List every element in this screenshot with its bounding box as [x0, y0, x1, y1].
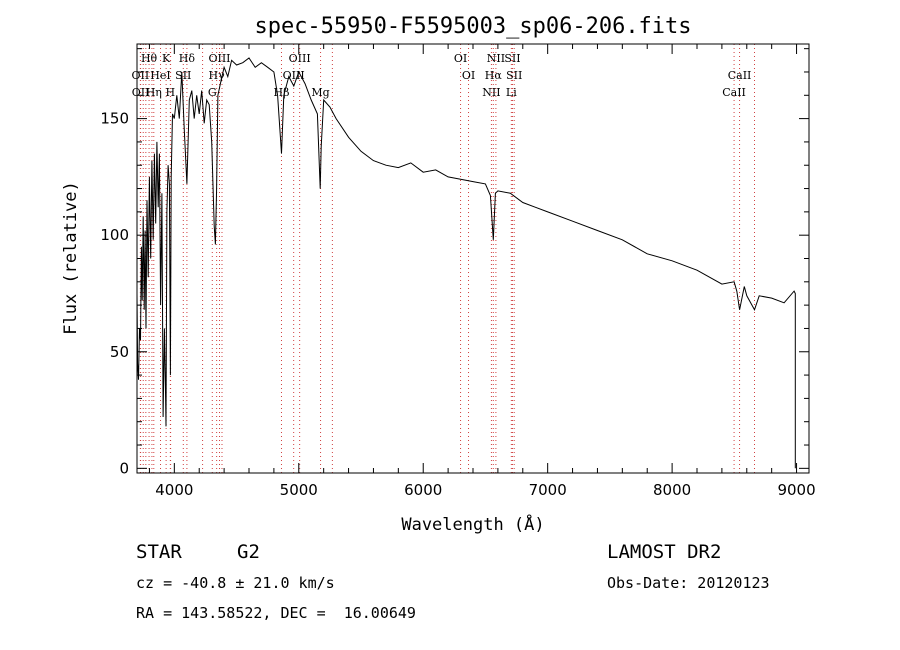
spectral-line-label: CaII — [728, 69, 752, 82]
spectrum-line — [136, 57, 796, 469]
x-tick-label: 7000 — [529, 481, 567, 499]
x-tick-label: 4000 — [155, 481, 193, 499]
spectral-line-label: Hα — [485, 69, 503, 82]
plot-frame — [136, 43, 810, 474]
y-axis-label: Flux (relative) — [61, 181, 81, 335]
spectral-line-label: OIII — [283, 69, 305, 82]
spectral-line-label: NII — [487, 52, 505, 65]
observation-date: Obs-Date: 20120123 — [607, 574, 770, 592]
survey-name: LAMOST DR2 — [607, 541, 722, 563]
x-tick-label: 6000 — [404, 481, 442, 499]
spectral-line-label: G — [208, 86, 217, 99]
x-tick-label: 9000 — [777, 481, 815, 499]
spectral-line-label: SII — [506, 69, 522, 82]
spectral-line-label: Li — [506, 86, 517, 99]
spectral-line-label: SII — [175, 69, 191, 82]
spectral-line-label: Hη — [146, 86, 162, 99]
y-tick-label: 150 — [100, 110, 129, 128]
coordinates: RA = 143.58522, DEC = 16.00649 — [136, 604, 416, 622]
spectral-line-label: NII — [482, 86, 500, 99]
x-axis-ticks: 4000 5000 6000 7000 8000 9000 — [148, 44, 816, 499]
spectral-line-label: K — [162, 52, 171, 65]
redshift-cz: cz = -40.8 ± 21.0 km/s — [136, 574, 335, 592]
spectral-line-label: OI — [454, 52, 467, 65]
spectral-line-label: Hδ — [179, 52, 196, 65]
x-axis-label: Wavelength (Å) — [401, 513, 544, 535]
spectral-line-label: Hθ — [141, 52, 158, 65]
object-subclass: G2 — [237, 541, 260, 563]
spectral-line-label: Hβ — [274, 86, 290, 99]
spectral-line-label: OII — [132, 69, 150, 82]
chart-title: spec-55950-F5595003_sp06-206.fits — [254, 14, 691, 39]
y-axis-ticks: 0 50 100 150 — [100, 48, 809, 477]
x-tick-label: 5000 — [280, 481, 318, 499]
spectral-line-label: OI — [462, 69, 475, 82]
x-tick-label: 8000 — [653, 481, 691, 499]
spectral-line-label: HeI — [150, 69, 170, 82]
spectral-line-label: Mg — [311, 86, 329, 99]
spectral-line-label: OIII — [289, 52, 311, 65]
spectral-line-label: CaII — [722, 86, 746, 99]
spectral-line-label: OII — [132, 86, 150, 99]
y-tick-label: 0 — [119, 459, 129, 477]
spectral-line-label: SII — [504, 52, 520, 65]
object-class: STAR — [136, 541, 182, 563]
y-tick-label: 100 — [100, 226, 129, 244]
y-tick-label: 50 — [110, 343, 129, 361]
spectral-line-label: OIII — [208, 52, 230, 65]
spectral-line-label: H — [166, 86, 176, 99]
